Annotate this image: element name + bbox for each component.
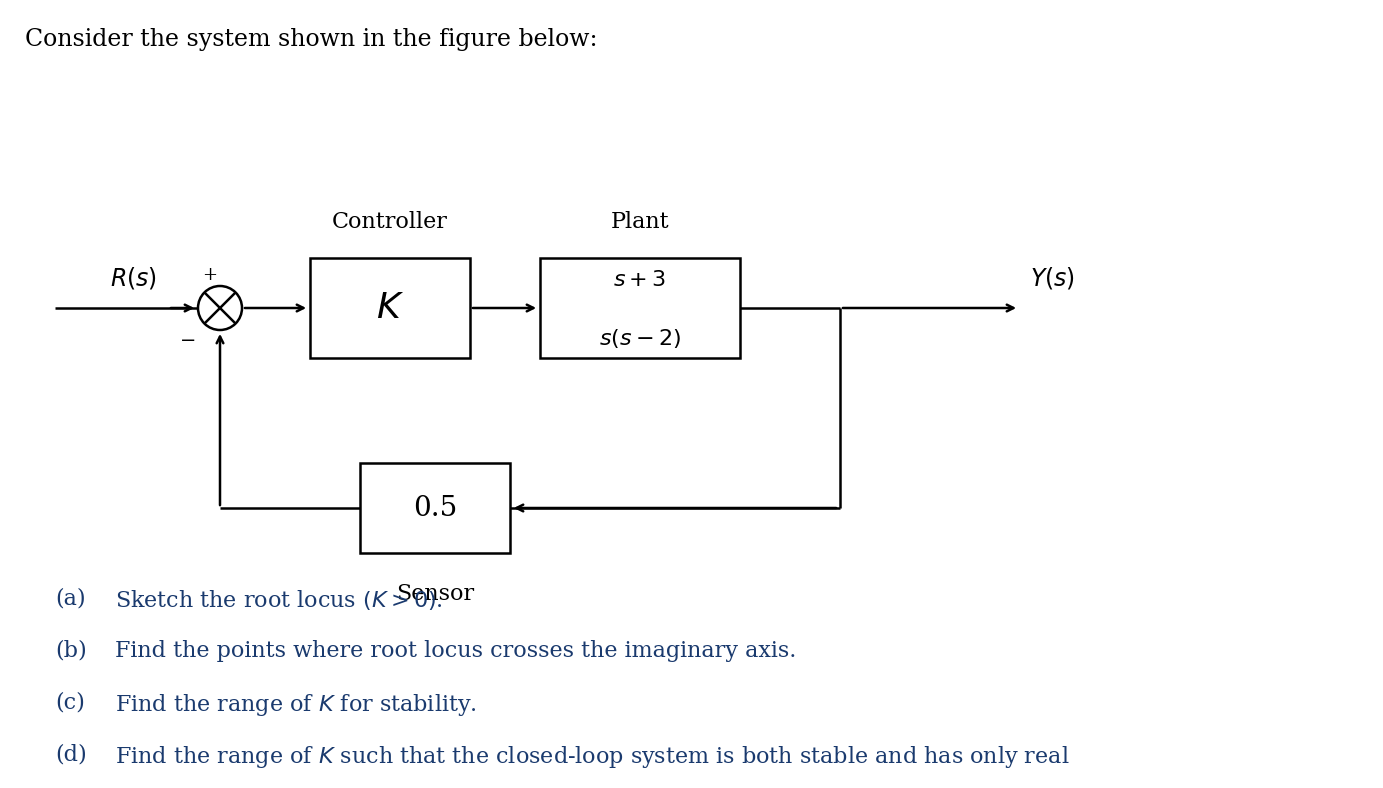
- Text: $R(s)$: $R(s)$: [111, 265, 158, 291]
- Text: Consider the system shown in the figure below:: Consider the system shown in the figure …: [25, 28, 597, 51]
- Bar: [310, 258, 470, 358]
- Text: $K$: $K$: [376, 291, 404, 325]
- Bar: [360, 463, 510, 553]
- Text: 0.5: 0.5: [414, 495, 458, 522]
- Text: Sensor: Sensor: [396, 583, 474, 605]
- Text: Find the range of $K$ for stability.: Find the range of $K$ for stability.: [115, 692, 477, 718]
- Text: Controller: Controller: [332, 211, 448, 233]
- Text: $s(s - 2)$: $s(s - 2)$: [599, 326, 680, 350]
- Text: Sketch the root locus $(K > 0)$.: Sketch the root locus $(K > 0)$.: [115, 588, 443, 612]
- Bar: [539, 258, 740, 358]
- Text: $s + 3$: $s + 3$: [614, 269, 667, 291]
- Text: (d): (d): [55, 744, 87, 766]
- Text: +: +: [202, 266, 217, 284]
- Text: $Y(s)$: $Y(s)$: [1030, 265, 1075, 291]
- Text: Find the range of $K$ such that the closed-loop system is both stable and has on: Find the range of $K$ such that the clos…: [115, 744, 1069, 770]
- Text: (b): (b): [55, 640, 87, 662]
- Text: Find the points where root locus crosses the imaginary axis.: Find the points where root locus crosses…: [115, 640, 797, 662]
- Text: (a): (a): [55, 588, 86, 610]
- Text: (c): (c): [55, 692, 84, 714]
- Text: −: −: [180, 332, 196, 350]
- Text: Plant: Plant: [611, 211, 669, 233]
